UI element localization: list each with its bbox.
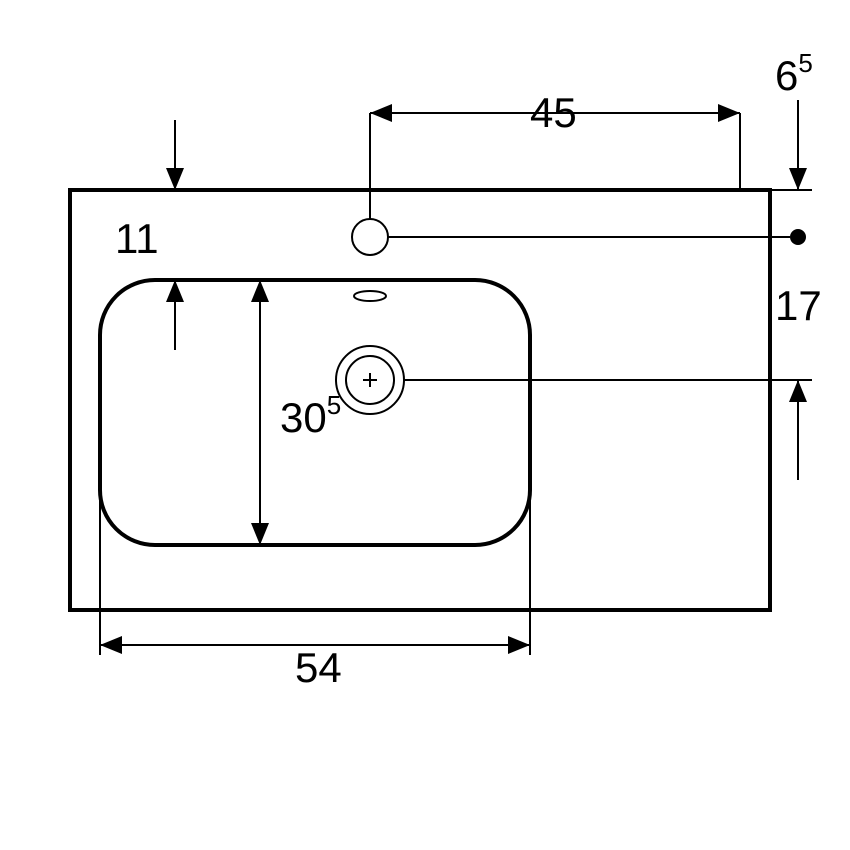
dim-54-label: 54 [295,644,342,691]
dim-6-5: 65 [770,48,813,190]
dim-30-5: 305 [251,280,341,545]
dim-45-label: 45 [530,89,577,136]
dim-17: 17 [388,237,822,480]
overflow-slot [354,291,386,301]
dim-30-label: 30 [280,394,327,441]
dim-45: 45 [370,89,740,219]
dim-54: 54 [100,500,530,691]
dim-6-sup: 5 [798,48,812,78]
dim-6-label: 6 [775,52,798,99]
svg-text:65: 65 [775,48,813,99]
washbasin-technical-drawing: 45 65 17 11 305 [0,0,850,850]
centerline-marker [790,229,806,245]
tap-hole [352,219,388,255]
dim-11-label: 11 [115,215,159,262]
dim-30-sup: 5 [327,390,341,420]
svg-text:305: 305 [280,390,341,441]
dim-17-label: 17 [775,282,822,329]
drain [336,346,404,414]
dim-11: 11 [115,120,184,350]
